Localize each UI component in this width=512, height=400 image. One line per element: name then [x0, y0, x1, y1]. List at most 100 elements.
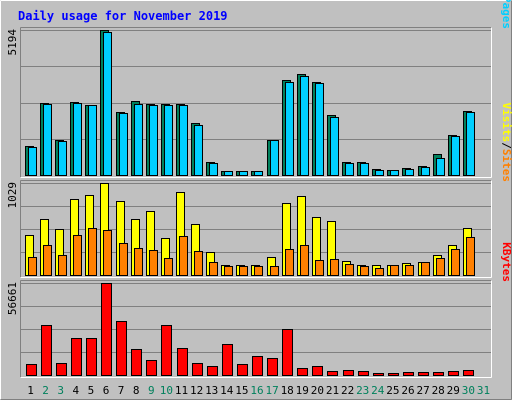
x-tick-label-day-29: 29 [447, 384, 460, 397]
x-tick-label-day-3: 3 [57, 384, 64, 397]
bar-pages-day-28 [436, 158, 445, 176]
bar-pages-day-25 [390, 170, 399, 176]
bar-sites-day-24 [375, 268, 384, 276]
bar-pages-day-1 [28, 147, 37, 176]
chart-title: Daily usage for November 2019 [18, 9, 228, 23]
bar-kbytes-day-28 [433, 372, 444, 376]
panel-hits-legend: Hits/Files/Pages [500, 0, 512, 29]
x-tick-label-day-24: 24 [371, 384, 385, 397]
x-tick-label-day-14: 14 [220, 384, 234, 397]
bar-sites-day-25 [390, 265, 399, 276]
bar-sites-day-2 [43, 245, 52, 276]
bar-sites-day-20 [315, 260, 324, 276]
bar-sites-day-8 [134, 248, 143, 276]
bar-sites-day-6 [103, 230, 112, 276]
bar-sites-day-9 [149, 250, 158, 276]
bar-pages-day-9 [149, 105, 158, 176]
bar-kbytes-day-12 [192, 363, 203, 376]
panel-kbytes-legend: KBytes [500, 242, 512, 282]
bar-pages-day-29 [451, 136, 460, 176]
bar-kbytes-day-16 [252, 356, 263, 376]
bar-sites-day-12 [194, 251, 203, 276]
panel-visits-bars [25, 183, 475, 276]
bar-sites-day-18 [285, 249, 294, 276]
x-tick-label-day-27: 27 [416, 384, 429, 397]
bar-pages-day-18 [285, 82, 294, 176]
bar-sites-day-5 [88, 228, 97, 276]
x-tick-label-day-2: 2 [42, 384, 49, 397]
bar-pages-day-20 [315, 83, 324, 176]
bar-pages-day-3 [58, 141, 67, 176]
bar-pages-day-24 [375, 170, 384, 176]
panel-hits: 5194 Hits/Files/Pages [6, 0, 512, 178]
x-tick-label-day-10: 10 [160, 384, 173, 397]
bar-kbytes-day-13 [207, 366, 218, 376]
bar-pages-day-16 [254, 171, 263, 176]
bar-pages-day-2 [43, 104, 52, 176]
bar-kbytes-day-24 [373, 373, 384, 376]
bar-kbytes-day-4 [71, 338, 82, 376]
bar-kbytes-day-26 [403, 372, 414, 376]
x-tick-label-day-25: 25 [386, 384, 399, 397]
panel-visits-legend: Visits/Sites [500, 103, 512, 183]
bar-sites-day-15 [239, 266, 248, 276]
bar-pages-day-15 [239, 171, 248, 176]
bar-sites-day-30 [466, 237, 475, 276]
bar-sites-day-23 [360, 266, 369, 276]
panel-kbytes-ymax-label: 56661 [6, 282, 19, 315]
bar-kbytes-day-15 [237, 364, 248, 376]
bar-sites-day-28 [436, 258, 445, 276]
x-tick-label-day-23: 23 [356, 384, 369, 397]
x-tick-label-day-1: 1 [27, 384, 34, 397]
bar-kbytes-day-30 [463, 370, 474, 376]
x-tick-label-day-18: 18 [281, 384, 294, 397]
panel-visits: 1029 Visits/Sites [6, 103, 512, 278]
bar-sites-day-21 [330, 259, 339, 276]
bar-sites-day-17 [270, 266, 279, 276]
x-tick-label-day-5: 5 [88, 384, 95, 397]
bar-sites-day-26 [405, 265, 414, 276]
chart-panels: 5194 Hits/Files/Pages 1029 Visits/Sites 5666… [6, 0, 512, 378]
x-tick-label-day-7: 7 [118, 384, 125, 397]
bar-pages-day-13 [209, 163, 218, 176]
bar-pages-day-26 [405, 169, 414, 176]
x-tick-label-day-28: 28 [432, 384, 445, 397]
bar-pages-day-30 [466, 112, 475, 176]
bar-kbytes-day-25 [388, 373, 399, 376]
bar-kbytes-day-20 [312, 366, 323, 376]
bar-kbytes-day-18 [282, 329, 293, 376]
legend-entry-sites: Sites [500, 149, 512, 182]
bar-kbytes-day-10 [161, 325, 172, 376]
legend-separator: / [500, 142, 512, 149]
bar-sites-day-22 [345, 264, 354, 276]
bar-pages-day-22 [345, 163, 354, 176]
x-tick-label-day-13: 13 [205, 384, 218, 397]
bar-pages-day-12 [194, 125, 203, 176]
bar-pages-day-11 [179, 105, 188, 176]
panel-hits-ymax-label: 5194 [6, 29, 19, 56]
bar-sites-day-29 [451, 249, 460, 276]
panel-kbytes: 56661 KBytes [6, 242, 512, 378]
bar-kbytes-day-19 [297, 368, 308, 376]
bar-pages-day-27 [421, 167, 430, 176]
bar-pages-day-10 [164, 105, 173, 176]
bar-kbytes-day-11 [177, 348, 188, 376]
panel-visits-ymax-label: 1029 [6, 182, 19, 209]
bar-kbytes-day-22 [343, 370, 354, 376]
x-tick-label-day-31: 31 [477, 384, 490, 397]
bar-kbytes-day-2 [41, 325, 52, 376]
x-tick-label-day-6: 6 [103, 384, 110, 397]
bar-pages-day-5 [88, 105, 97, 176]
bar-sites-day-7 [119, 243, 128, 276]
x-tick-label-day-11: 11 [175, 384, 188, 397]
bar-kbytes-day-3 [56, 363, 67, 376]
bar-pages-day-7 [119, 113, 128, 176]
bar-sites-day-16 [254, 266, 263, 276]
legend-entry-pages: Pages [500, 0, 512, 29]
legend-entry-kbytes: KBytes [500, 242, 512, 282]
legend-entry-visits: Visits [500, 103, 512, 143]
bar-pages-day-4 [73, 103, 82, 176]
bar-kbytes-day-21 [327, 371, 338, 376]
bar-kbytes-day-8 [131, 349, 142, 376]
